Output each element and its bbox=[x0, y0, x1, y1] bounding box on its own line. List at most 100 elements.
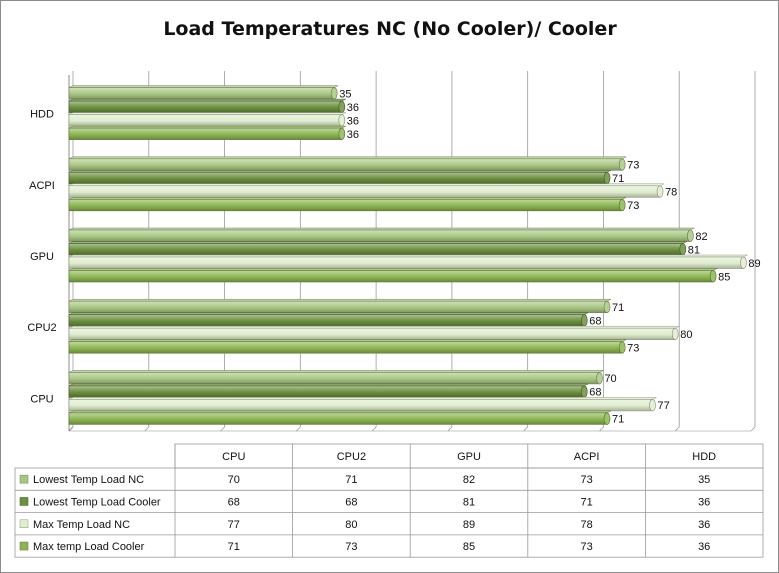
bar-top bbox=[68, 183, 665, 187]
data-label: 36 bbox=[347, 129, 359, 141]
bar-end bbox=[338, 114, 346, 127]
legend-label: Max temp Load Cooler bbox=[33, 541, 145, 553]
data-label: 78 bbox=[665, 187, 677, 199]
data-label: 71 bbox=[612, 414, 624, 426]
data-label: 68 bbox=[589, 315, 601, 327]
data-label: 77 bbox=[657, 400, 669, 412]
bar bbox=[68, 127, 343, 140]
gridline-foot bbox=[144, 426, 150, 432]
data-label: 35 bbox=[339, 88, 351, 100]
table-cell: 77 bbox=[228, 519, 240, 531]
bar-end bbox=[338, 127, 346, 140]
data-label: 80 bbox=[680, 329, 692, 341]
bar-end bbox=[596, 372, 603, 385]
bar-top bbox=[68, 197, 627, 200]
chart-title: Load Temperatures NC (No Cooler)/ Cooler bbox=[163, 18, 617, 40]
bar-top bbox=[68, 98, 346, 102]
table-header-cell: HDD bbox=[692, 451, 716, 463]
bar-end bbox=[740, 256, 747, 269]
data-label: 73 bbox=[627, 342, 639, 354]
bar bbox=[68, 300, 608, 314]
table-cell: 35 bbox=[698, 474, 710, 486]
table-cell: 73 bbox=[580, 474, 592, 486]
data-label: 68 bbox=[589, 387, 601, 399]
legend-swatch bbox=[19, 541, 29, 551]
legend-swatch bbox=[19, 519, 29, 528]
bar-end bbox=[649, 399, 656, 412]
bar bbox=[68, 87, 335, 100]
bar-end bbox=[580, 314, 588, 327]
gridline-foot bbox=[296, 426, 301, 432]
table-cell: 70 bbox=[228, 474, 240, 486]
bar bbox=[68, 385, 585, 398]
bar bbox=[68, 327, 676, 341]
category-label: ACPI bbox=[29, 180, 55, 192]
bars: CPU70687771CPU271688073GPU82818985ACPI73… bbox=[27, 85, 761, 426]
table-cell: 71 bbox=[228, 541, 240, 553]
bar bbox=[68, 100, 343, 113]
table-cell: 82 bbox=[463, 474, 475, 486]
bar bbox=[68, 256, 744, 269]
bar-top bbox=[68, 227, 695, 231]
gridline-foot bbox=[750, 426, 756, 432]
bar bbox=[68, 243, 684, 256]
category-label: HDD bbox=[30, 109, 54, 121]
bar bbox=[68, 185, 661, 198]
bar-end bbox=[687, 229, 694, 242]
legend-label: Lowest Temp Load Cooler bbox=[33, 496, 161, 508]
table-header-cell: CPU bbox=[222, 451, 245, 463]
data-label: 71 bbox=[612, 302, 624, 314]
bar bbox=[68, 372, 600, 385]
bar bbox=[68, 412, 608, 425]
table-cell: 80 bbox=[345, 519, 357, 531]
axis-corner-line bbox=[68, 426, 74, 432]
table-cell: 89 bbox=[463, 519, 475, 531]
legend-label: Max Temp Load NC bbox=[33, 519, 130, 531]
bar-end bbox=[671, 327, 679, 341]
table-cell: 68 bbox=[345, 496, 357, 508]
bar-end bbox=[330, 87, 338, 100]
table-cell: 36 bbox=[698, 496, 710, 508]
table-cell: 81 bbox=[463, 496, 475, 508]
data-label: 36 bbox=[347, 115, 359, 127]
bar-top bbox=[68, 125, 346, 129]
table-cell: 85 bbox=[463, 541, 475, 553]
bar bbox=[68, 199, 623, 212]
data-label: 81 bbox=[688, 244, 700, 256]
bar-top bbox=[68, 112, 346, 115]
data-label: 73 bbox=[627, 200, 639, 212]
bar-end bbox=[618, 341, 626, 354]
legend-swatch bbox=[19, 474, 29, 484]
bar bbox=[68, 158, 623, 171]
bar bbox=[68, 114, 343, 127]
bar-end bbox=[656, 185, 664, 198]
table-cell: 36 bbox=[698, 541, 710, 553]
gridline-foot bbox=[371, 426, 377, 432]
data-label: 82 bbox=[695, 231, 707, 243]
table-header-cell: ACPI bbox=[574, 451, 600, 463]
bar-end bbox=[618, 199, 626, 212]
bar bbox=[68, 270, 714, 283]
bar-top bbox=[68, 170, 612, 173]
table-cell: 78 bbox=[580, 519, 592, 531]
bar-end bbox=[603, 172, 611, 185]
category-label: CPU2 bbox=[27, 322, 56, 334]
gridline-foot bbox=[674, 426, 680, 432]
data-label: 73 bbox=[627, 160, 639, 172]
category-label: CPU bbox=[30, 393, 53, 405]
category-label: GPU bbox=[30, 251, 54, 263]
data-label: 70 bbox=[604, 373, 616, 385]
bar-end bbox=[603, 300, 611, 314]
data-label: 89 bbox=[748, 258, 760, 270]
data-label: 71 bbox=[612, 173, 624, 185]
bar bbox=[68, 172, 608, 185]
bar-end bbox=[338, 100, 346, 113]
legend-label: Lowest Temp Load NC bbox=[33, 474, 144, 486]
bar-top bbox=[68, 156, 627, 160]
data-label: 36 bbox=[347, 102, 359, 114]
bar bbox=[68, 399, 653, 412]
bar-end bbox=[679, 243, 687, 256]
bar bbox=[68, 229, 691, 242]
